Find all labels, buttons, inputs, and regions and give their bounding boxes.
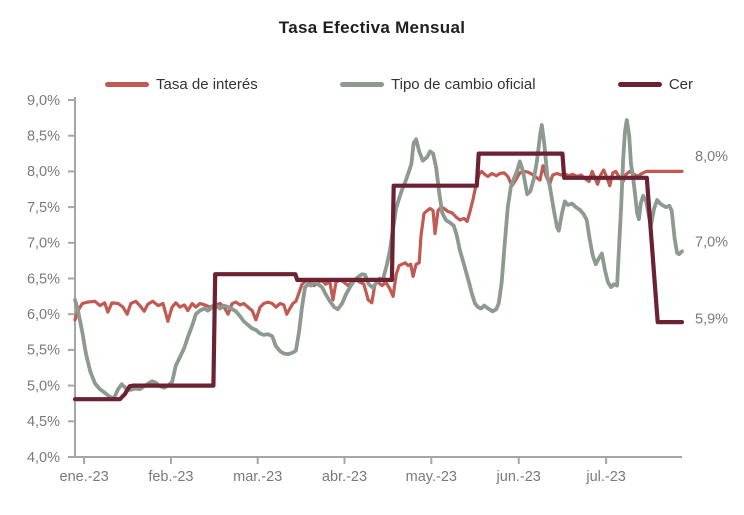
y-axis-tick-label: 7,0% — [27, 236, 60, 252]
series-line-tipo-de-cambio-oficial — [73, 118, 684, 401]
legend-label: Cer — [668, 75, 693, 93]
legend-item-cer: Cer — [617, 75, 693, 93]
y-axis-tick-label: 5,5% — [27, 343, 60, 359]
legend-item-tasa-de-interes: Tasa de interés — [105, 76, 258, 93]
y-axis-tick-label: 9,0% — [27, 93, 60, 109]
cer-line-swatch-icon — [617, 81, 662, 87]
legend: Tasa de interés Tipo de cambio oficial C… — [105, 74, 693, 94]
y-axis-tick-label: 4,0% — [27, 450, 60, 466]
series-end-label: 7,0% — [695, 235, 728, 251]
x-axis-tick-label: feb.-23 — [148, 469, 193, 485]
x-axis-tick-label: mar.-23 — [233, 469, 282, 485]
y-axis-tick-label: 8,0% — [27, 164, 60, 180]
y-axis-tick-label: 7,5% — [27, 200, 60, 216]
x-axis-tick-label: ene.-23 — [60, 469, 109, 485]
y-axis-tick-label: 6,0% — [27, 307, 60, 323]
x-axis-tick-label: may.-23 — [406, 469, 457, 485]
series-end-label: 5,9% — [695, 312, 728, 328]
series-line-cer — [72, 151, 685, 402]
legend-item-tipo-de-cambio-oficial: Tipo de cambio oficial — [340, 76, 536, 93]
y-axis-tick-label: 6,5% — [27, 271, 60, 287]
x-axis-tick-label: jul.-23 — [585, 469, 626, 485]
page-title: Tasa Efectiva Mensual — [278, 18, 466, 37]
series-end-label: 8,0% — [695, 149, 728, 165]
legend-label: Tasa de interés — [156, 75, 258, 93]
x-axis-tick-label: abr.-23 — [322, 469, 367, 485]
legend-label: Tipo de cambio oficial — [391, 75, 536, 93]
y-axis-tick-label: 5,0% — [27, 378, 60, 394]
y-axis-tick-label: 4,5% — [27, 414, 60, 430]
y-axis-tick-label: 8,5% — [27, 129, 60, 145]
tasa-de-interes-line-swatch-icon — [105, 81, 149, 87]
x-axis-tick-label: jun.-23 — [496, 469, 541, 485]
tipo-de-cambio-line-swatch-icon — [340, 81, 385, 87]
